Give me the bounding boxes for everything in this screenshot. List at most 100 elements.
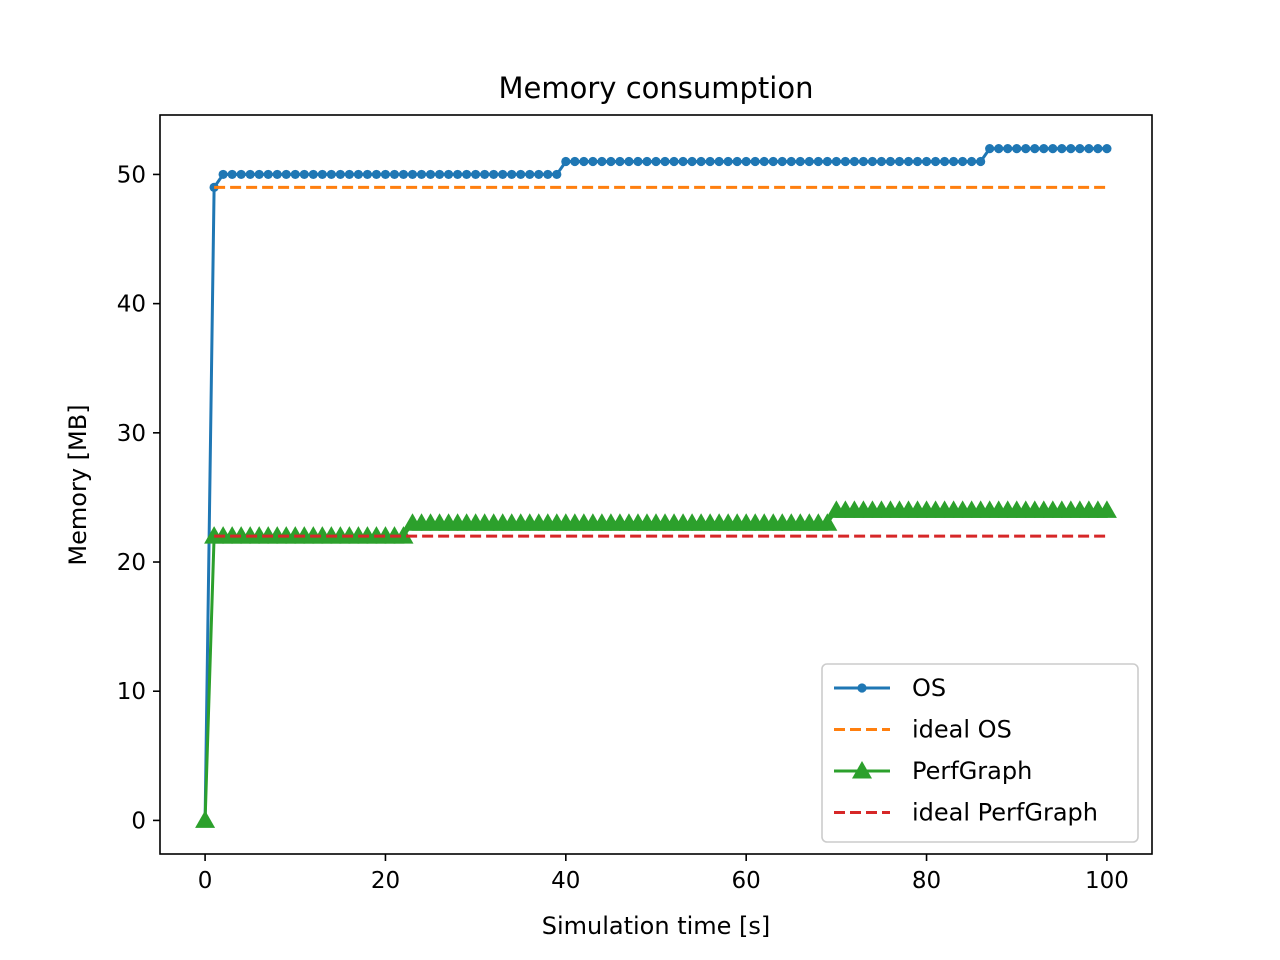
data-point-os: [678, 156, 688, 167]
data-point-os: [1012, 143, 1022, 154]
legend-label-os: OS: [912, 674, 946, 702]
x-tick-label: 20: [371, 868, 400, 894]
legend: OS ideal OS PerfGraph ideal PerfGraph: [821, 663, 1139, 843]
data-point-os: [921, 156, 932, 167]
data-point-os: [994, 143, 1004, 154]
data-point-os: [534, 169, 544, 180]
data-point-os: [777, 156, 787, 167]
legend-box: [821, 663, 1139, 843]
data-point-os: [236, 169, 246, 180]
data-point-os: [976, 156, 986, 167]
data-point-os: [660, 156, 670, 167]
data-point-os: [254, 169, 264, 180]
data-point-os: [543, 169, 553, 180]
x-tick-label: 100: [1085, 868, 1129, 894]
data-point-os: [876, 156, 887, 167]
data-point-os: [696, 156, 706, 167]
data-point-perfgraph: [195, 810, 216, 828]
data-point-os: [858, 156, 869, 167]
data-point-os: [885, 156, 896, 167]
data-point-os: [525, 169, 535, 180]
data-point-os: [407, 169, 418, 180]
series-os: [200, 143, 1112, 826]
data-point-os: [903, 156, 914, 167]
data-point-os: [209, 182, 219, 192]
x-tick-label: 40: [551, 868, 580, 894]
data-point-os: [894, 156, 905, 167]
legend-marker-os: [857, 683, 867, 693]
data-point-os: [579, 156, 589, 167]
legend-label-ideal-os: ideal OS: [912, 716, 1012, 744]
data-point-os: [1030, 143, 1040, 154]
data-point-os: [786, 156, 796, 167]
data-point-os: [1075, 143, 1085, 154]
data-point-os: [326, 169, 336, 180]
legend-label-perfgraph: PerfGraph: [912, 757, 1032, 785]
data-point-os: [849, 156, 860, 167]
data-point-os: [1021, 143, 1031, 154]
data-point-os: [1093, 143, 1103, 154]
data-point-os: [471, 169, 481, 180]
data-point-os: [958, 156, 968, 167]
data-point-os: [939, 156, 950, 167]
data-point-os: [949, 156, 959, 167]
data-point-os: [425, 169, 436, 180]
data-point-os: [822, 156, 832, 167]
data-point-os: [371, 169, 382, 180]
data-point-os: [416, 169, 427, 180]
data-point-os: [615, 156, 625, 167]
data-point-os: [507, 169, 517, 180]
data-point-os: [1039, 143, 1049, 154]
data-point-os: [1084, 143, 1094, 154]
data-point-os: [633, 156, 643, 167]
data-point-os: [624, 156, 634, 167]
data-point-os: [642, 156, 652, 167]
data-point-os: [570, 156, 580, 167]
plot-frame: [159, 114, 1153, 855]
data-point-os: [867, 156, 878, 167]
data-point-os: [335, 169, 345, 180]
data-point-os: [768, 156, 778, 167]
x-tick-label: 80: [912, 868, 941, 894]
data-point-os: [687, 156, 697, 167]
data-point-os: [344, 169, 354, 180]
data-point-os: [912, 156, 923, 167]
data-point-os: [714, 156, 724, 167]
x-tick-label: 0: [198, 868, 213, 894]
series-layer: [195, 143, 1117, 828]
data-point-os: [480, 169, 490, 180]
data-point-os: [389, 169, 400, 180]
data-point-os: [453, 169, 463, 180]
y-tick-label: 20: [117, 550, 146, 576]
data-point-perfgraph: [817, 513, 838, 531]
axis-layer: 0 20 40 60 80 100 0 10 20 30 40 50: [117, 162, 1129, 894]
data-point-os: [985, 143, 995, 154]
data-point-os: [831, 156, 841, 167]
data-point-os: [362, 169, 373, 180]
data-point-os: [552, 169, 562, 180]
legend-label-ideal-perfgraph: ideal PerfGraph: [912, 799, 1098, 827]
data-point-os: [750, 156, 760, 167]
data-point-perfgraph: [1096, 500, 1117, 518]
data-point-os: [669, 156, 679, 167]
y-tick-label: 30: [117, 421, 146, 447]
data-point-os: [263, 169, 273, 180]
data-point-os: [245, 169, 255, 180]
chart-title: Memory consumption: [499, 71, 814, 105]
data-point-os: [1048, 143, 1058, 154]
data-point-os: [588, 156, 598, 167]
data-point-os: [651, 156, 661, 167]
y-tick-label: 50: [117, 162, 146, 188]
data-point-os: [967, 156, 977, 167]
data-point-os: [272, 169, 282, 180]
data-point-perfgraph: [393, 526, 414, 544]
data-point-os: [443, 169, 454, 180]
data-point-os: [281, 169, 291, 180]
y-axis-label: Memory [MB]: [64, 404, 92, 565]
data-point-os: [1102, 143, 1112, 154]
data-point-os: [434, 169, 445, 180]
data-point-os: [353, 169, 363, 180]
data-point-os: [317, 169, 327, 180]
data-point-os: [759, 156, 769, 167]
